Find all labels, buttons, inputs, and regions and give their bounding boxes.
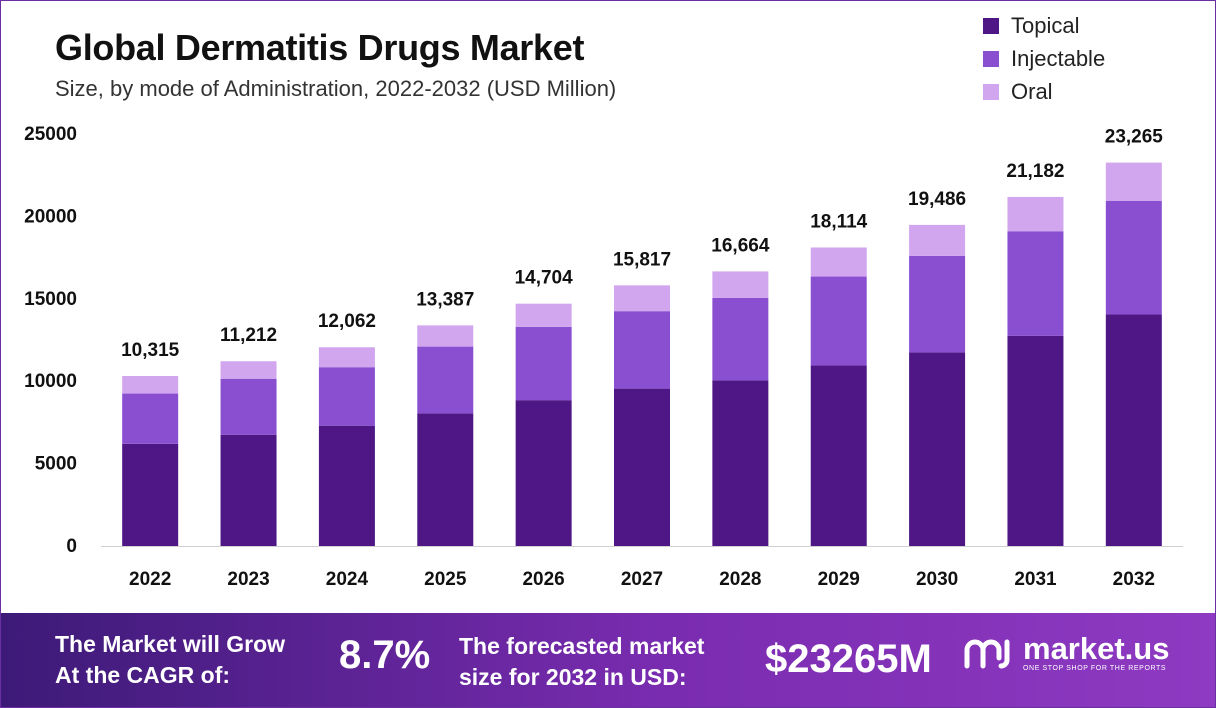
bar-segment-topical <box>1105 314 1162 546</box>
logo-name: market.us <box>1023 631 1170 666</box>
bar-total-label: 18,114 <box>810 211 867 232</box>
market-us-logo-icon <box>964 639 1010 668</box>
bar-total-label: 14,704 <box>515 268 574 289</box>
bar-segment-injectable <box>1007 231 1064 336</box>
y-tick-label: 20000 <box>24 206 77 227</box>
bar-segment-injectable <box>515 326 572 401</box>
bar-segment-oral <box>614 285 670 312</box>
x-tick-label: 2026 <box>522 569 564 590</box>
bar-segment-injectable <box>417 346 474 414</box>
chart-subtitle: Size, by mode of Administration, 2022-20… <box>55 76 617 101</box>
legend: Topical Injectable Oral <box>983 9 1105 108</box>
bar-total-label: 19,486 <box>908 189 966 210</box>
cagr-label: The Market will Grow At the CAGR of: <box>55 629 285 691</box>
bar-segment-oral <box>122 376 179 394</box>
bar-total-label: 12,062 <box>318 311 376 332</box>
x-tick-label: 2031 <box>1014 569 1057 590</box>
bar-segment-topical <box>712 380 769 546</box>
x-tick-label: 2028 <box>719 569 761 590</box>
cagr-label-line1: The Market will Grow <box>55 631 286 657</box>
forecast-label-line2: size for 2032 in USD: <box>459 664 687 690</box>
bar-segment-injectable <box>122 393 179 444</box>
legend-item-oral: Oral <box>983 75 1105 108</box>
market-us-logo: market.us ONE STOP SHOP FOR THE REPORTS <box>963 633 1169 672</box>
forecast-value: $23265M <box>765 637 932 681</box>
x-tick-label: 2032 <box>1113 569 1155 590</box>
bar-segment-topical <box>220 434 277 546</box>
x-tick-label: 2023 <box>227 569 269 590</box>
x-tick-label: 2025 <box>424 569 467 590</box>
bar-total-label: 11,212 <box>220 325 277 346</box>
cagr-label-line2: At the CAGR of: <box>55 662 231 688</box>
y-tick-label: 10000 <box>24 371 77 392</box>
y-tick-label: 0 <box>66 536 77 557</box>
y-tick-label: 15000 <box>24 289 77 310</box>
cagr-value: 8.7% <box>339 633 431 677</box>
stacked-bar-chart: 0 5000 10000 15000 20000 25000 10,315 2022 11,21… <box>24 124 1183 590</box>
bar-total-label: 16,664 <box>711 235 770 256</box>
forecast-label: The forecasted market size for 2032 in U… <box>459 631 704 693</box>
legend-label-injectable: Injectable <box>1011 45 1106 71</box>
x-tick-label: 2030 <box>916 569 958 590</box>
bar-segment-oral <box>515 303 572 327</box>
bar-segment-oral <box>909 224 966 256</box>
market-us-logo-wordmark: market.us ONE STOP SHOP FOR THE REPORTS <box>1023 633 1169 672</box>
x-tick-label: 2029 <box>818 569 860 590</box>
footer-banner: The Market will Grow At the CAGR of: 8.7… <box>1 613 1215 707</box>
bar-segment-oral <box>1007 196 1064 232</box>
bar-segment-topical <box>515 400 572 546</box>
bar-segment-topical <box>614 388 670 546</box>
legend-swatch-topical <box>983 17 999 34</box>
bar-segment-oral <box>220 361 277 379</box>
chart-title: Global Dermatitis Drugs Market <box>55 27 585 68</box>
bar-total-label: 15,817 <box>613 249 671 270</box>
y-tick-label: 5000 <box>35 454 77 475</box>
bar-segment-injectable <box>909 255 966 353</box>
bar-segment-topical <box>122 443 179 546</box>
bar-total-label: 23,265 <box>1105 127 1164 148</box>
bar-segment-injectable <box>712 297 769 381</box>
bar-segment-injectable <box>810 276 867 366</box>
bar-total-label: 21,182 <box>1006 161 1064 182</box>
bar-segment-oral <box>712 271 769 298</box>
bar-segment-oral <box>417 325 474 347</box>
bar-segment-injectable <box>1105 200 1162 315</box>
bar-segment-topical <box>810 365 867 546</box>
x-tick-label: 2024 <box>326 569 369 590</box>
bar-total-label: 10,315 <box>121 340 180 361</box>
legend-item-injectable: Injectable <box>983 42 1105 75</box>
logo-tagline: ONE STOP SHOP FOR THE REPORTS <box>1023 665 1167 672</box>
legend-swatch-oral <box>983 83 999 100</box>
x-tick-label: 2027 <box>621 569 663 590</box>
bar-segment-injectable <box>614 311 670 389</box>
bar-segment-oral <box>1105 162 1162 201</box>
bar-segment-oral <box>810 247 867 277</box>
y-tick-label: 25000 <box>24 124 77 145</box>
bar-segment-topical <box>417 413 474 546</box>
bar-segment-topical <box>1007 335 1064 546</box>
x-tick-label: 2022 <box>129 569 171 590</box>
bar-segment-injectable <box>220 378 277 435</box>
bar-segment-topical <box>909 352 966 546</box>
bar-segment-oral <box>318 347 375 368</box>
bar-total-label: 13,387 <box>416 289 474 310</box>
bar-segment-topical <box>318 425 375 546</box>
legend-item-topical: Topical <box>983 9 1105 42</box>
legend-label-oral: Oral <box>1011 78 1053 104</box>
forecast-label-line1: The forecasted market <box>459 633 705 659</box>
legend-swatch-injectable <box>983 50 999 67</box>
bar-segment-injectable <box>318 367 375 426</box>
legend-label-topical: Topical <box>1011 12 1080 38</box>
